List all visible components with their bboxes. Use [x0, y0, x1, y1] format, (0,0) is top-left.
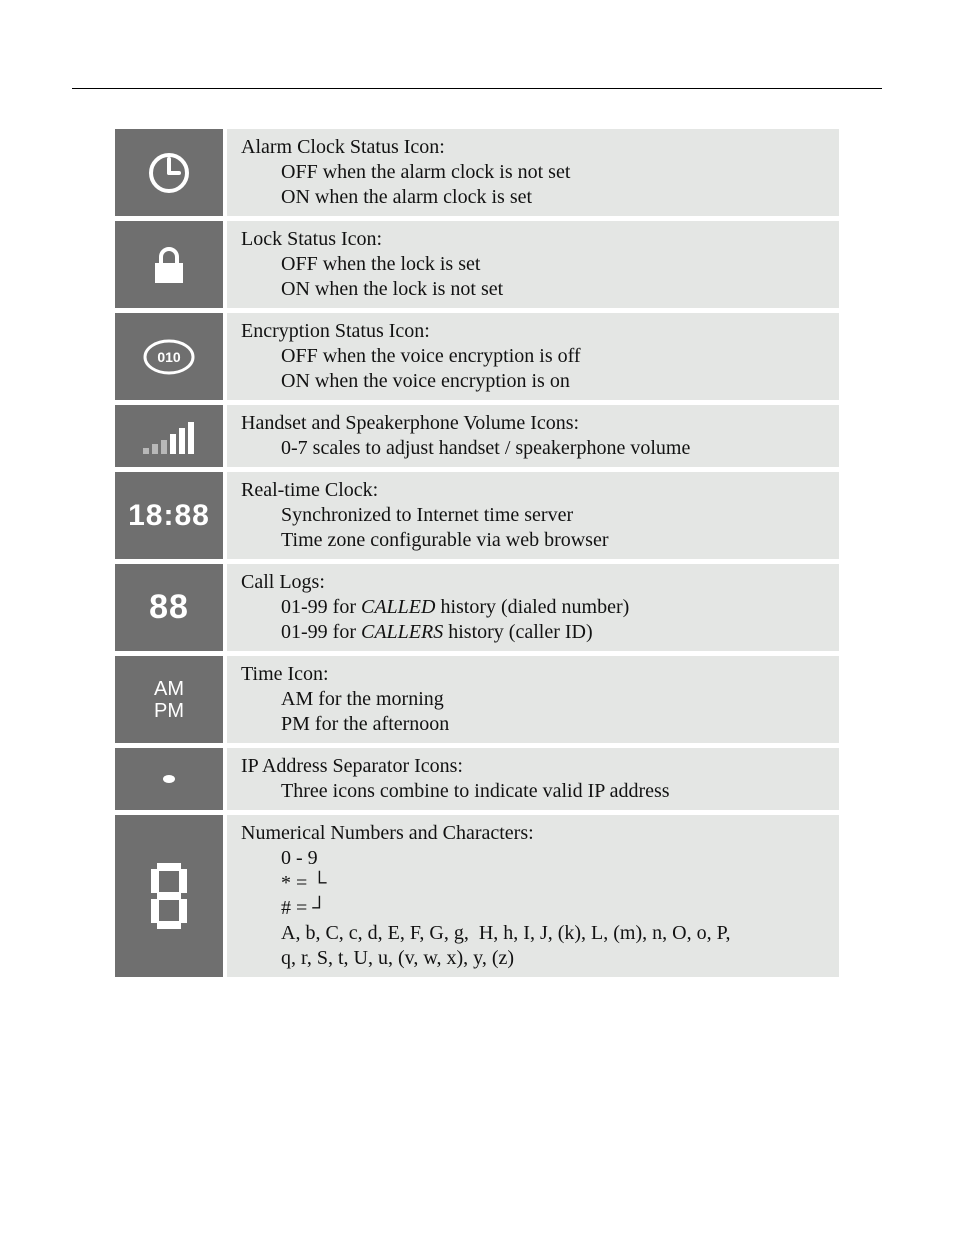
svg-text:010: 010	[157, 349, 181, 365]
row-title: Lock Status Icon:	[241, 227, 829, 252]
table-row: Alarm Clock Status Icon:OFF when the ala…	[115, 129, 839, 216]
row-detail: # = ┘	[241, 896, 829, 921]
row-detail: ON when the voice encryption is on	[241, 369, 829, 394]
row-detail: Synchronized to Internet time server	[241, 503, 829, 528]
row-title: Real-time Clock:	[241, 478, 829, 503]
description-cell: Numerical Numbers and Characters:0 - 9* …	[227, 815, 839, 977]
description-cell: Call Logs:01-99 for CALLED history (dial…	[227, 564, 839, 651]
clock-icon	[115, 129, 223, 216]
description-cell: IP Address Separator Icons:Three icons c…	[227, 748, 839, 810]
row-title: Encryption Status Icon:	[241, 319, 829, 344]
row-detail: OFF when the voice encryption is off	[241, 344, 829, 369]
seven-segment-icon	[115, 815, 223, 977]
table-row: Handset and Speakerphone Volume Icons:0-…	[115, 405, 839, 467]
table-row: IP Address Separator Icons:Three icons c…	[115, 748, 839, 810]
row-detail: * = └	[241, 871, 829, 896]
row-title: Alarm Clock Status Icon:	[241, 135, 829, 160]
row-title: Call Logs:	[241, 570, 829, 595]
row-title: IP Address Separator Icons:	[241, 754, 829, 779]
description-cell: Handset and Speakerphone Volume Icons:0-…	[227, 405, 839, 467]
row-detail: 01-99 for CALLED history (dialed number)	[241, 595, 829, 620]
row-detail: Three icons combine to indicate valid IP…	[241, 779, 829, 804]
row-detail: A, b, C, c, d, E, F, G, g, H, h, I, J, (…	[241, 921, 829, 946]
row-title: Handset and Speakerphone Volume Icons:	[241, 411, 829, 436]
description-cell: Alarm Clock Status Icon:OFF when the ala…	[227, 129, 839, 216]
row-detail: q, r, S, t, U, u, (v, w, x), y, (z)	[241, 946, 829, 971]
description-cell: Encryption Status Icon:OFF when the voic…	[227, 313, 839, 400]
clock-digits-icon: 18:88	[115, 472, 223, 559]
row-detail: OFF when the alarm clock is not set	[241, 160, 829, 185]
table-row: AM PMTime Icon:AM for the morningPM for …	[115, 656, 839, 743]
table-row: 88Call Logs:01-99 for CALLED history (di…	[115, 564, 839, 651]
document-page: Alarm Clock Status Icon:OFF when the ala…	[0, 0, 954, 1235]
row-title: Time Icon:	[241, 662, 829, 687]
volume-bars-icon	[115, 405, 223, 467]
table-row: 010 Encryption Status Icon:OFF when the …	[115, 313, 839, 400]
row-detail: ON when the alarm clock is set	[241, 185, 829, 210]
row-detail: OFF when the lock is set	[241, 252, 829, 277]
row-detail: 0 - 9	[241, 846, 829, 871]
call-log-digits-icon: 88	[115, 564, 223, 651]
row-detail: 0-7 scales to adjust handset / speakerph…	[241, 436, 829, 461]
table-row: Numerical Numbers and Characters:0 - 9* …	[115, 815, 839, 977]
am-pm-icon: AM PM	[115, 656, 223, 743]
lock-icon	[115, 221, 223, 308]
row-detail: PM for the afternoon	[241, 712, 829, 737]
row-detail: 01-99 for CALLERS history (caller ID)	[241, 620, 829, 645]
encryption-icon: 010	[115, 313, 223, 400]
icon-legend-table: Alarm Clock Status Icon:OFF when the ala…	[115, 129, 839, 977]
description-cell: Time Icon:AM for the morningPM for the a…	[227, 656, 839, 743]
row-detail: Time zone configurable via web browser	[241, 528, 829, 553]
row-title: Numerical Numbers and Characters:	[241, 821, 829, 846]
dot-separator-icon	[115, 748, 223, 810]
top-rule	[72, 88, 882, 89]
description-cell: Real-time Clock:Synchronized to Internet…	[227, 472, 839, 559]
row-detail: AM for the morning	[241, 687, 829, 712]
description-cell: Lock Status Icon:OFF when the lock is se…	[227, 221, 839, 308]
table-row: 18:88Real-time Clock:Synchronized to Int…	[115, 472, 839, 559]
table-row: Lock Status Icon:OFF when the lock is se…	[115, 221, 839, 308]
row-detail: ON when the lock is not set	[241, 277, 829, 302]
